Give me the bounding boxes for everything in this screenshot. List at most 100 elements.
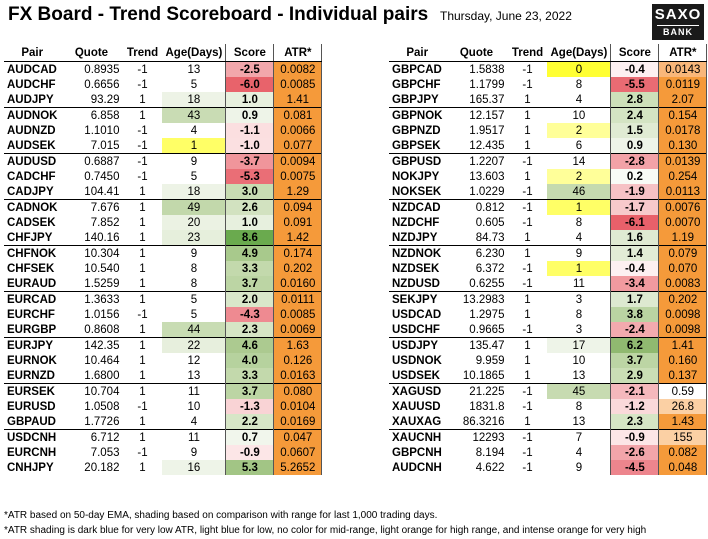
header-trend: Trend — [507, 44, 548, 62]
table-row: CADCHF 0.7450 -1 5 -5.3 0.0075 — [4, 169, 323, 184]
score-cell: 2.3 — [225, 322, 275, 338]
quote-cell: 1831.8 — [469, 400, 505, 413]
trend-cell: -1 — [522, 461, 533, 474]
trend-cell: -1 — [507, 383, 548, 399]
quote-cell: 0.8608 — [84, 323, 120, 336]
score-cell: -0.9 — [225, 445, 275, 460]
pair-cell: NZDSEK — [392, 262, 440, 275]
trend-cell: -1 — [137, 400, 148, 413]
atr-cell: 0.0094 — [273, 153, 323, 169]
age-cell: 9 — [162, 445, 226, 460]
table-row: EURUSD 1.0508 -1 10 -1.3 0.0104 — [4, 399, 323, 414]
quote-cell: 12.435 — [469, 139, 505, 152]
trend-cell: -1 — [522, 78, 533, 91]
quote-cell: 1.0229 — [469, 185, 505, 198]
header-pair: Pair — [4, 44, 61, 62]
header-score: Score — [610, 44, 660, 62]
score-cell: 5.3 — [225, 460, 275, 475]
pair-cell: EURCHF — [7, 308, 55, 321]
quote-cell: 10.704 — [60, 383, 123, 399]
table-row: AUDCHF 0.6656 -1 5 -6.0 0.0085 — [4, 77, 323, 92]
age-cell: 49 — [162, 199, 226, 215]
score-cell: -2.5 — [225, 61, 275, 77]
score-cell: 3.7 — [225, 383, 275, 399]
score-cell: -3.4 — [610, 276, 660, 292]
age-cell: 1 — [162, 138, 226, 154]
age-cell: 9 — [162, 245, 226, 261]
score-cell: 2.6 — [225, 199, 275, 215]
score-cell: 1.4 — [610, 245, 660, 261]
pair-cell: USDJPY — [389, 337, 446, 353]
score-cell: 3.7 — [225, 276, 275, 292]
pair-cell: AUDNOK — [4, 107, 61, 123]
table-row: AUDJPY 93.29 1 18 1.0 1.41 — [4, 92, 323, 108]
score-cell: 2.3 — [610, 414, 660, 430]
score-cell: -1.1 — [225, 123, 275, 138]
atr-cell: 1.63 — [273, 337, 323, 353]
score-cell: 4.6 — [225, 337, 275, 353]
atr-cell: 0.0143 — [658, 61, 708, 77]
quote-cell: 1.9517 — [469, 124, 505, 137]
quote-cell: 6.372 — [475, 262, 505, 275]
score-cell: -6.1 — [610, 215, 660, 230]
age-cell: 3 — [547, 322, 611, 338]
trend-cell: 1 — [524, 93, 531, 106]
trend-cell: 1 — [139, 93, 146, 106]
footnote-atr-shading: *ATR shading is dark blue for very low A… — [4, 525, 647, 536]
age-cell: 1 — [547, 199, 611, 215]
trend-cell: 1 — [139, 354, 146, 367]
table-row: XAUUSD 1831.8 -1 8 -1.2 26.8 — [389, 399, 708, 414]
score-cell: 0.7 — [225, 429, 275, 445]
age-cell: 14 — [547, 153, 611, 169]
quote-cell: 84.73 — [475, 231, 505, 244]
trend-cell: 1 — [524, 308, 531, 321]
score-cell: -2.1 — [610, 383, 660, 399]
table-row: EURNZD 1.6800 1 13 3.3 0.0163 — [4, 368, 323, 384]
trend-cell: -1 — [137, 139, 148, 152]
pair-cell: EURNZD — [7, 369, 55, 382]
age-cell: 8 — [547, 307, 611, 322]
quote-cell: 7.053 — [90, 446, 120, 459]
age-cell: 44 — [162, 322, 226, 338]
atr-cell: 0.0066 — [273, 123, 323, 138]
quote-cell: 0.9665 — [469, 323, 505, 336]
table-row: AUDCNH 4.622 -1 9 -4.5 0.048 — [389, 460, 708, 475]
pair-cell: GBPJPY — [392, 93, 439, 106]
score-cell: 3.3 — [225, 261, 275, 276]
quote-cell: 1.2207 — [445, 153, 508, 169]
pair-cell: EURCAD — [4, 291, 61, 307]
table-row: CADSEK 7.852 1 20 1.0 0.091 — [4, 215, 323, 230]
age-cell: 10 — [162, 399, 226, 414]
quote-cell: 8.194 — [475, 446, 505, 459]
trend-cell: 1 — [122, 245, 163, 261]
atr-cell: 1.29 — [273, 184, 323, 200]
atr-cell: 0.047 — [273, 429, 323, 445]
table-row: GBPAUD 1.7726 1 4 2.2 0.0169 — [4, 414, 323, 430]
age-cell: 16 — [162, 460, 226, 475]
table-row: CHFNOK 10.304 1 9 4.9 0.174 — [4, 245, 323, 261]
atr-cell: 0.070 — [658, 261, 708, 276]
atr-cell: 0.174 — [273, 245, 323, 261]
quote-cell: 0.7450 — [84, 170, 120, 183]
age-cell: 4 — [547, 445, 611, 460]
atr-cell: 0.154 — [658, 107, 708, 123]
table-row: USDJPY 135.47 1 17 6.2 1.41 — [389, 337, 708, 353]
age-cell: 2 — [547, 123, 611, 138]
table-row: GBPNZD 1.9517 1 2 1.5 0.0178 — [389, 123, 708, 138]
table-row: USDCAD 1.2975 1 8 3.8 0.0098 — [389, 307, 708, 322]
age-cell: 4 — [547, 230, 611, 246]
pair-cell: CHFJPY — [7, 231, 53, 244]
trend-cell: 1 — [139, 369, 146, 382]
table-row: USDCHF 0.9665 -1 3 -2.4 0.0098 — [389, 322, 708, 338]
table-row: EURCHF 1.0156 -1 5 -4.3 0.0085 — [4, 307, 323, 322]
pair-cell: CHFSEK — [7, 262, 55, 275]
score-cell: -1.0 — [225, 138, 275, 154]
pair-cell: CADSEK — [7, 216, 56, 229]
trend-cell: 1 — [139, 277, 146, 290]
quote-cell: 12.157 — [445, 107, 508, 123]
quote-cell: 1.7726 — [84, 415, 120, 428]
pair-cell: GBPCNH — [392, 446, 442, 459]
pair-cell: NZDCHF — [392, 216, 440, 229]
score-cell: 6.2 — [610, 337, 660, 353]
score-cell: 8.6 — [225, 230, 275, 246]
